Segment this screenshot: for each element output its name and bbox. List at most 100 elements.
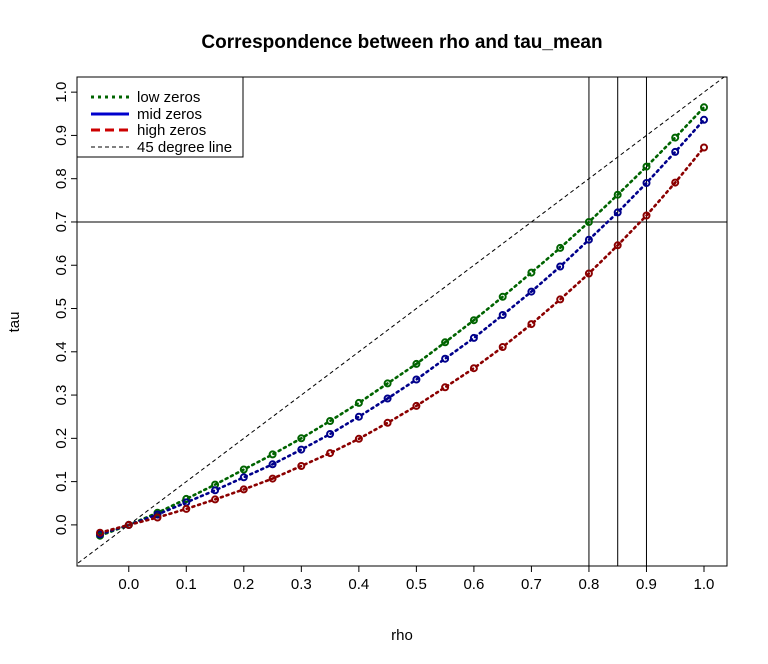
data-point-high-zeros — [556, 295, 565, 304]
data-point-mid-zeros — [441, 354, 450, 363]
y-tick-label: 0.2 — [53, 428, 70, 449]
data-point-mid-zeros — [326, 430, 335, 438]
y-tick-label: 0.3 — [53, 385, 70, 406]
x-tick-label: 0.4 — [348, 576, 369, 593]
data-point-mid-zeros — [556, 262, 565, 271]
data-point-high-zeros — [613, 241, 622, 250]
data-point-low-zeros — [469, 316, 478, 325]
diagonal-45-degree-line — [77, 77, 725, 565]
data-point-high-zeros — [671, 178, 680, 187]
data-point-mid-zeros — [239, 473, 248, 482]
x-tick-label: 0.2 — [233, 576, 254, 593]
data-point-mid-zeros — [642, 179, 651, 187]
data-point-low-zeros — [584, 218, 593, 226]
data-point-low-zeros — [383, 379, 392, 388]
data-point-mid-zeros — [383, 394, 392, 403]
data-point-low-zeros — [297, 434, 306, 443]
data-point-high-zeros — [527, 320, 536, 329]
data-point-high-zeros — [326, 449, 335, 458]
data-point-mid-zeros — [268, 460, 277, 469]
series-line-high-zeros — [98, 146, 706, 535]
data-point-low-zeros — [700, 103, 708, 112]
data-point-high-zeros — [239, 485, 248, 494]
x-tick-label: 0.1 — [176, 576, 197, 593]
x-tick-label: 0.3 — [291, 576, 312, 593]
data-point-mid-zeros — [153, 510, 162, 519]
y-tick-label: 0.9 — [53, 125, 70, 146]
data-point-low-zeros — [441, 338, 450, 347]
data-point-low-zeros — [498, 292, 507, 301]
legend-box — [76, 76, 244, 158]
x-axis: 0.0 0.1 0.2 0.3 0.4 0.5 0.6 0.7 0.8 0.9 1.0 — [118, 565, 715, 593]
data-point-mid-zeros — [297, 445, 306, 454]
legend-label-high-zeros: high zeros — [137, 122, 206, 139]
data-point-high-zeros — [124, 520, 133, 529]
data-point-mid-zeros — [584, 235, 593, 244]
chart-title: Correspondence between rho and tau_mean — [201, 32, 602, 53]
y-tick-label: 0.7 — [53, 212, 70, 233]
data-point-mid-zeros — [211, 486, 220, 495]
data-point-high-zeros — [211, 495, 220, 504]
x-tick-label: 0.5 — [406, 576, 427, 593]
data-point-high-zeros — [584, 269, 593, 278]
data-point-high-zeros — [469, 364, 478, 373]
data-point-high-zeros — [182, 504, 191, 513]
series-line-mid-zeros — [98, 118, 706, 536]
data-point-low-zeros — [613, 190, 622, 199]
series-line-low-zeros — [98, 106, 706, 538]
reference-lines — [77, 77, 727, 566]
data-point-low-zeros — [527, 268, 536, 277]
data-point-mid-zeros — [498, 311, 507, 319]
series-lines — [98, 106, 706, 538]
data-point-high-zeros — [153, 513, 162, 522]
data-point-mid-zeros — [412, 375, 421, 384]
data-point-mid-zeros — [469, 333, 478, 342]
data-point-mid-zeros — [613, 208, 622, 217]
data-point-mid-zeros — [527, 287, 536, 296]
data-point-low-zeros — [268, 450, 277, 459]
data-point-low-zeros — [671, 133, 680, 142]
data-point-mid-zeros — [671, 147, 680, 156]
x-tick-label: 0.7 — [521, 576, 542, 593]
data-point-high-zeros — [354, 434, 363, 443]
data-point-mid-zeros — [354, 412, 363, 421]
data-point-high-zeros — [96, 528, 104, 537]
y-tick-label: 0.8 — [53, 168, 70, 189]
x-tick-label: 0.6 — [463, 576, 484, 593]
data-point-low-zeros — [326, 417, 335, 425]
y-tick-label: 1.0 — [53, 82, 70, 103]
y-tick-label: 0.1 — [53, 471, 70, 492]
x-tick-label: 1.0 — [694, 576, 715, 593]
data-point-low-zeros — [556, 243, 565, 252]
data-point-low-zeros — [354, 398, 363, 407]
x-axis-label: rho — [391, 627, 413, 644]
x-tick-label: 0.9 — [636, 576, 657, 593]
data-point-high-zeros — [268, 474, 277, 483]
data-point-high-zeros — [412, 401, 421, 410]
y-axis: 0.0 0.1 0.2 0.3 0.4 0.5 0.6 0.7 0.8 0.9 1.0 — [53, 82, 78, 535]
y-tick-label: 0.5 — [53, 298, 70, 319]
legend-label-mid-zeros: mid zeros — [137, 106, 202, 123]
data-point-high-zeros — [297, 462, 306, 470]
data-point-high-zeros — [441, 383, 450, 392]
data-point-low-zeros — [182, 494, 191, 503]
y-tick-label: 0.6 — [53, 255, 70, 276]
data-point-high-zeros — [498, 343, 507, 351]
legend-label-45-degree: 45 degree line — [137, 139, 232, 156]
x-tick-label: 0.0 — [118, 576, 139, 593]
legend-label-low-zeros: low zeros — [137, 89, 200, 106]
legend: low zeros mid zeros high zeros 45 degree… — [76, 76, 244, 158]
data-point-high-zeros — [383, 418, 392, 427]
y-axis-label: tau — [6, 312, 23, 333]
data-point-low-zeros — [642, 162, 651, 171]
data-point-mid-zeros — [700, 115, 708, 124]
data-point-low-zeros — [239, 465, 248, 474]
data-point-high-zeros — [642, 211, 651, 220]
y-tick-label: 0.4 — [53, 341, 70, 362]
y-tick-label: 0.0 — [53, 514, 70, 535]
series-points — [96, 103, 708, 540]
data-point-high-zeros — [700, 143, 708, 152]
x-tick-label: 0.8 — [579, 576, 600, 593]
data-point-low-zeros — [412, 359, 421, 368]
